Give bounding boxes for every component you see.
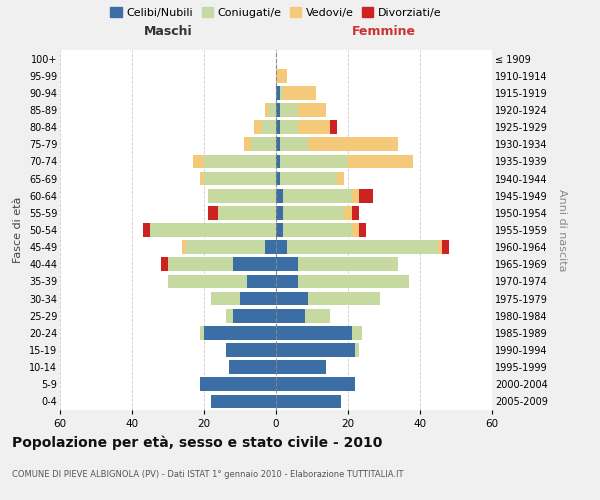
Bar xyxy=(359,189,373,202)
Bar xyxy=(168,258,233,271)
Bar xyxy=(287,240,438,254)
Bar xyxy=(298,120,330,134)
Bar xyxy=(298,258,398,271)
Bar xyxy=(276,206,283,220)
Bar xyxy=(276,343,355,357)
Bar xyxy=(193,154,204,168)
Bar xyxy=(276,86,280,100)
Bar xyxy=(229,360,276,374)
Bar xyxy=(211,394,276,408)
Bar xyxy=(308,292,380,306)
Bar xyxy=(283,223,352,237)
Bar xyxy=(280,154,348,168)
Bar xyxy=(352,223,359,237)
Bar xyxy=(265,103,269,117)
Bar xyxy=(276,378,355,391)
Bar xyxy=(352,189,359,202)
Bar xyxy=(276,120,280,134)
Bar xyxy=(337,172,344,185)
Bar xyxy=(442,240,449,254)
Bar xyxy=(204,172,276,185)
Bar xyxy=(283,189,352,202)
Bar xyxy=(348,154,413,168)
Bar xyxy=(276,274,298,288)
Bar xyxy=(182,240,186,254)
Bar xyxy=(244,138,251,151)
Bar xyxy=(330,120,337,134)
Bar xyxy=(276,154,280,168)
Bar xyxy=(204,154,276,168)
Bar xyxy=(355,343,359,357)
Bar xyxy=(280,86,283,100)
Bar xyxy=(218,206,276,220)
Bar xyxy=(204,326,276,340)
Bar xyxy=(438,240,442,254)
Bar xyxy=(233,258,276,271)
Bar xyxy=(247,274,276,288)
Bar xyxy=(186,240,265,254)
Text: Femmine: Femmine xyxy=(352,25,416,38)
Bar xyxy=(344,206,352,220)
Bar xyxy=(254,120,262,134)
Bar xyxy=(208,206,218,220)
Bar xyxy=(233,309,276,322)
Bar xyxy=(276,258,298,271)
Bar xyxy=(283,86,316,100)
Bar xyxy=(305,309,330,322)
Text: Popolazione per età, sesso e stato civile - 2010: Popolazione per età, sesso e stato civil… xyxy=(12,435,382,450)
Bar xyxy=(200,172,204,185)
Bar xyxy=(276,360,326,374)
Bar xyxy=(240,292,276,306)
Bar xyxy=(265,240,276,254)
Bar xyxy=(280,120,298,134)
Y-axis label: Fasce di età: Fasce di età xyxy=(13,197,23,263)
Bar xyxy=(251,138,276,151)
Bar xyxy=(276,223,283,237)
Text: COMUNE DI PIEVE ALBIGNOLA (PV) - Dati ISTAT 1° gennaio 2010 - Elaborazione TUTTI: COMUNE DI PIEVE ALBIGNOLA (PV) - Dati IS… xyxy=(12,470,404,479)
Bar xyxy=(298,103,326,117)
Bar xyxy=(352,206,359,220)
Bar xyxy=(161,258,168,271)
Bar xyxy=(269,103,276,117)
Bar xyxy=(276,240,287,254)
Bar xyxy=(150,223,276,237)
Bar xyxy=(280,172,337,185)
Bar xyxy=(276,394,341,408)
Bar xyxy=(200,378,276,391)
Bar xyxy=(200,326,204,340)
Bar xyxy=(308,138,398,151)
Text: Maschi: Maschi xyxy=(143,25,193,38)
Bar xyxy=(276,172,280,185)
Legend: Celibi/Nubili, Coniugati/e, Vedovi/e, Divorziati/e: Celibi/Nubili, Coniugati/e, Vedovi/e, Di… xyxy=(108,5,444,20)
Bar xyxy=(262,120,276,134)
Bar xyxy=(280,103,298,117)
Bar xyxy=(143,223,150,237)
Bar xyxy=(226,343,276,357)
Bar xyxy=(276,69,287,82)
Y-axis label: Anni di nascita: Anni di nascita xyxy=(557,188,567,271)
Bar xyxy=(298,274,409,288)
Bar xyxy=(276,326,352,340)
Bar xyxy=(276,309,305,322)
Bar xyxy=(276,138,280,151)
Bar xyxy=(226,309,233,322)
Bar xyxy=(283,206,344,220)
Bar xyxy=(276,103,280,117)
Bar xyxy=(280,138,308,151)
Bar xyxy=(352,326,362,340)
Bar xyxy=(208,189,276,202)
Bar xyxy=(276,292,308,306)
Bar xyxy=(276,189,283,202)
Bar xyxy=(168,274,247,288)
Bar xyxy=(211,292,240,306)
Bar xyxy=(359,223,366,237)
